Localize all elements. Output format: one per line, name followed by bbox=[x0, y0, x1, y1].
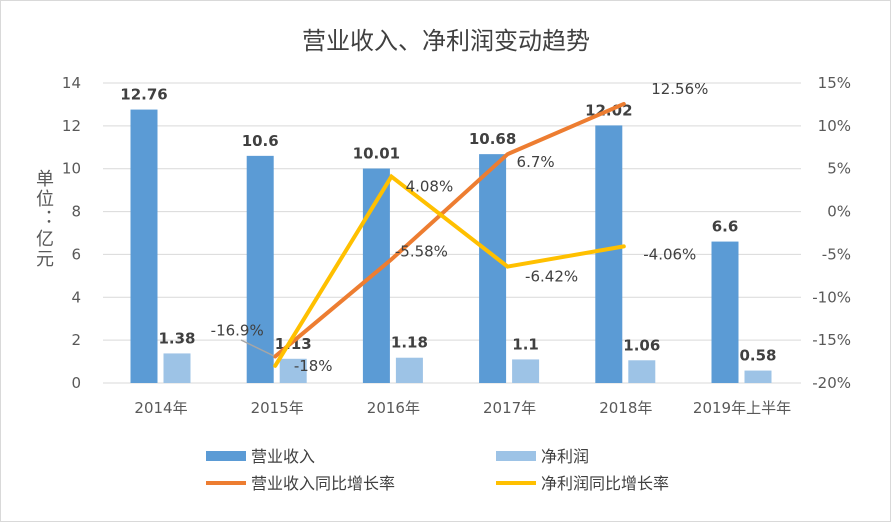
line-label: -4.06% bbox=[643, 245, 696, 263]
bar-label: 0.58 bbox=[739, 347, 776, 365]
line-label: -5.58% bbox=[395, 242, 448, 260]
bar-revenue bbox=[131, 110, 158, 383]
y2-tick: -10% bbox=[812, 288, 851, 306]
bar-net-profit bbox=[628, 360, 655, 383]
x-tick: 2017年 bbox=[483, 399, 536, 417]
y2-tick: 15% bbox=[818, 74, 851, 92]
legend-swatch bbox=[496, 451, 536, 461]
legend-swatch bbox=[206, 451, 246, 461]
line-label: -6.42% bbox=[525, 268, 578, 286]
line-label: 12.56% bbox=[651, 80, 708, 98]
bar-label: 12.76 bbox=[120, 86, 167, 104]
x-tick: 2014年 bbox=[134, 399, 187, 417]
legend-label: 净利润同比增长率 bbox=[541, 474, 669, 493]
bar-label: 1.38 bbox=[158, 329, 195, 347]
bar-label: 10.6 bbox=[242, 132, 279, 150]
bar-label: 6.6 bbox=[712, 218, 739, 236]
bar-net-profit bbox=[396, 358, 423, 383]
y2-tick: 5% bbox=[827, 160, 851, 178]
bar-label: 10.68 bbox=[469, 130, 516, 148]
y2-tick: -20% bbox=[812, 374, 851, 392]
y-tick: 0 bbox=[71, 374, 81, 392]
bar-label: 1.18 bbox=[391, 334, 428, 352]
y-tick: 10 bbox=[62, 160, 81, 178]
line-revenue-growth bbox=[275, 104, 624, 357]
y-tick: 14 bbox=[62, 74, 81, 92]
y-tick: 8 bbox=[71, 203, 81, 221]
line-label: -18% bbox=[294, 357, 333, 375]
y-axis-label: 单位：亿元 bbox=[32, 169, 54, 269]
y2-tick: 10% bbox=[818, 117, 851, 135]
y-tick: 4 bbox=[71, 288, 81, 306]
x-tick: 2019年上半年 bbox=[693, 399, 791, 417]
bar-label: 10.01 bbox=[353, 145, 400, 163]
bar-revenue bbox=[479, 154, 506, 383]
x-tick: 2016年 bbox=[367, 399, 420, 417]
bar-net-profit bbox=[164, 353, 191, 383]
line-label: 4.08% bbox=[406, 178, 454, 196]
legend-label: 营业收入 bbox=[251, 447, 315, 466]
y-tick: 6 bbox=[71, 245, 81, 263]
bar-revenue bbox=[712, 242, 739, 383]
x-tick: 2018年 bbox=[599, 399, 652, 417]
line-label: -16.9% bbox=[211, 321, 264, 339]
bar-revenue bbox=[595, 125, 622, 383]
x-tick: 2015年 bbox=[251, 399, 304, 417]
bar-label: 1.06 bbox=[623, 336, 660, 354]
line-label: 6.7% bbox=[517, 153, 555, 171]
y-tick: 2 bbox=[71, 331, 81, 349]
legend-label: 营业收入同比增长率 bbox=[251, 474, 395, 493]
chart-title: 营业收入、净利润变动趋势 bbox=[302, 27, 590, 55]
y2-tick: -15% bbox=[812, 331, 851, 349]
legend-label: 净利润 bbox=[541, 447, 589, 466]
bar-net-profit bbox=[512, 359, 539, 383]
y-tick: 12 bbox=[62, 117, 81, 135]
bar-net-profit bbox=[745, 371, 772, 383]
y2-tick: 0% bbox=[827, 203, 851, 221]
y2-tick: -5% bbox=[822, 245, 851, 263]
bar-label: 1.1 bbox=[512, 335, 539, 353]
